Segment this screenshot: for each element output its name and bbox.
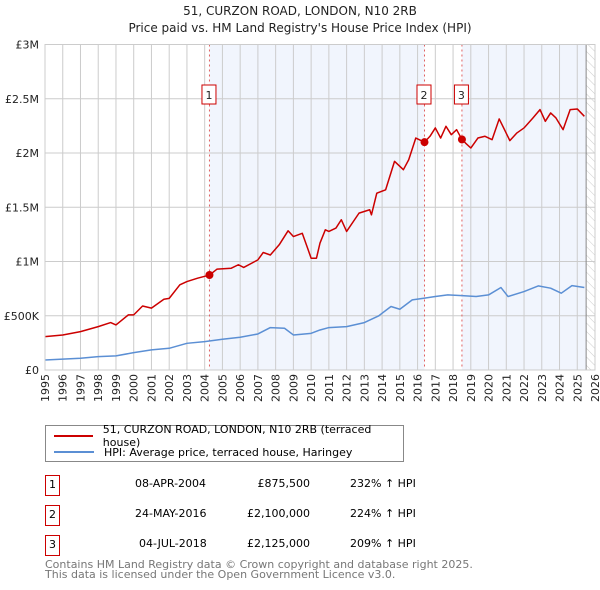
sale-hpi-change: 224% ↑ HPI [350, 507, 416, 520]
x-tick-label: 2010 [305, 374, 318, 402]
sale-marker-box [453, 84, 469, 105]
y-tick-label: £0 [25, 364, 39, 377]
x-tick-label: 2026 [589, 374, 600, 402]
x-tick-label: 1998 [92, 374, 105, 402]
x-tick-label: 2002 [163, 374, 176, 402]
sale-price: £2,100,000 [247, 507, 310, 520]
x-tick-label: 2001 [145, 374, 158, 402]
x-tick-label: 2005 [216, 374, 229, 402]
x-tick-label: 2018 [447, 374, 460, 402]
footer-attribution: Contains HM Land Registry data © Crown c… [45, 558, 473, 581]
legend-item-hpi: HPI: Average price, terraced house, Hari… [54, 445, 352, 459]
x-tick-label: 1995 [39, 374, 52, 402]
sale-marker-label: 1 [205, 89, 212, 102]
sale-marker-label: 2 [421, 89, 428, 102]
x-tick-label: 2017 [429, 374, 442, 402]
sale-hpi-change: 209% ↑ HPI [350, 537, 416, 550]
property-price-line [44, 108, 585, 338]
footer-line: This data is licensed under the Open Gov… [45, 568, 396, 581]
sale-number-badge: 3 [45, 535, 60, 556]
legend-line-blue [54, 451, 94, 453]
y-tick-label: £2.5M [5, 93, 39, 106]
x-tick-label: 2003 [181, 374, 194, 402]
sale-point [205, 271, 214, 280]
x-tick-label: 2025 [571, 374, 584, 402]
sale-price: £875,500 [257, 477, 311, 490]
x-tick-label: 1999 [110, 374, 123, 402]
sale-number-badge: 1 [45, 475, 60, 496]
x-tick-label: 1996 [57, 374, 70, 402]
x-tick-label: 2007 [252, 374, 265, 402]
sale-price: £2,125,000 [247, 537, 310, 550]
y-tick-label: £2M [16, 147, 40, 160]
x-tick-label: 2006 [234, 374, 247, 402]
sale-date: 08-APR-2004 [135, 477, 207, 490]
legend-label: 51, CURZON ROAD, LONDON, N10 2RB (terrac… [102, 423, 372, 449]
sale-marker-label: 3 [458, 89, 465, 102]
legend-item-property: 51, CURZON ROAD, LONDON, N10 2RB (terrac… [54, 423, 403, 449]
legend: 51, CURZON ROAD, LONDON, N10 2RB (terrac… [45, 423, 404, 462]
chart-title: 51, CURZON ROAD, LONDON, N10 2RB [183, 4, 417, 18]
sale-date: 04-JUL-2018 [139, 537, 207, 550]
sale-date: 24-MAY-2016 [135, 507, 207, 520]
sale-point [457, 135, 466, 144]
sale-marker-box [201, 84, 217, 105]
x-tick-label: 2020 [483, 374, 496, 402]
x-tick-label: 2022 [518, 374, 531, 402]
price-chart: 1995 1996 1997 1998 1999 2000 2001 2002 2003 2004… [4, 39, 600, 403]
x-tick-label: 2011 [323, 374, 336, 402]
sale-marker-box [416, 84, 432, 105]
x-tick-label: 2019 [465, 374, 478, 402]
hpi-line [44, 284, 585, 361]
sale-hpi-change: 232% ↑ HPI [350, 477, 416, 490]
x-tick-label: 2008 [270, 374, 283, 402]
chart-subtitle: Price paid vs. HM Land Registry's House … [128, 21, 472, 35]
y-tick-label: £1M [16, 256, 40, 269]
x-tick-label: 2009 [287, 374, 300, 402]
footer-line: Contains HM Land Registry data © Crown c… [45, 558, 473, 571]
x-tick-label: 2023 [536, 374, 549, 402]
x-tick-label: 2015 [394, 374, 407, 402]
y-tick-label: £3M [16, 39, 40, 52]
x-tick-label: 2000 [128, 374, 141, 402]
x-tick-label: 2021 [500, 374, 513, 402]
x-tick-label: 2012 [341, 374, 354, 402]
x-tick-label: 2004 [199, 374, 212, 402]
legend-label: HPI: Average price, terraced house, Hari… [104, 445, 353, 459]
sale-number-badge: 2 [45, 505, 60, 526]
x-tick-label: 2013 [358, 374, 371, 402]
x-tick-label: 1997 [74, 374, 87, 402]
y-tick-label: £500K [4, 310, 40, 323]
x-tick-label: 2016 [412, 374, 425, 402]
y-tick-label: £1.5M [5, 201, 39, 214]
legend-line-red [54, 435, 93, 437]
x-tick-label: 2024 [554, 374, 567, 402]
sale-point [420, 138, 429, 147]
plot-border [44, 44, 596, 371]
x-tick-label: 2014 [376, 374, 389, 402]
